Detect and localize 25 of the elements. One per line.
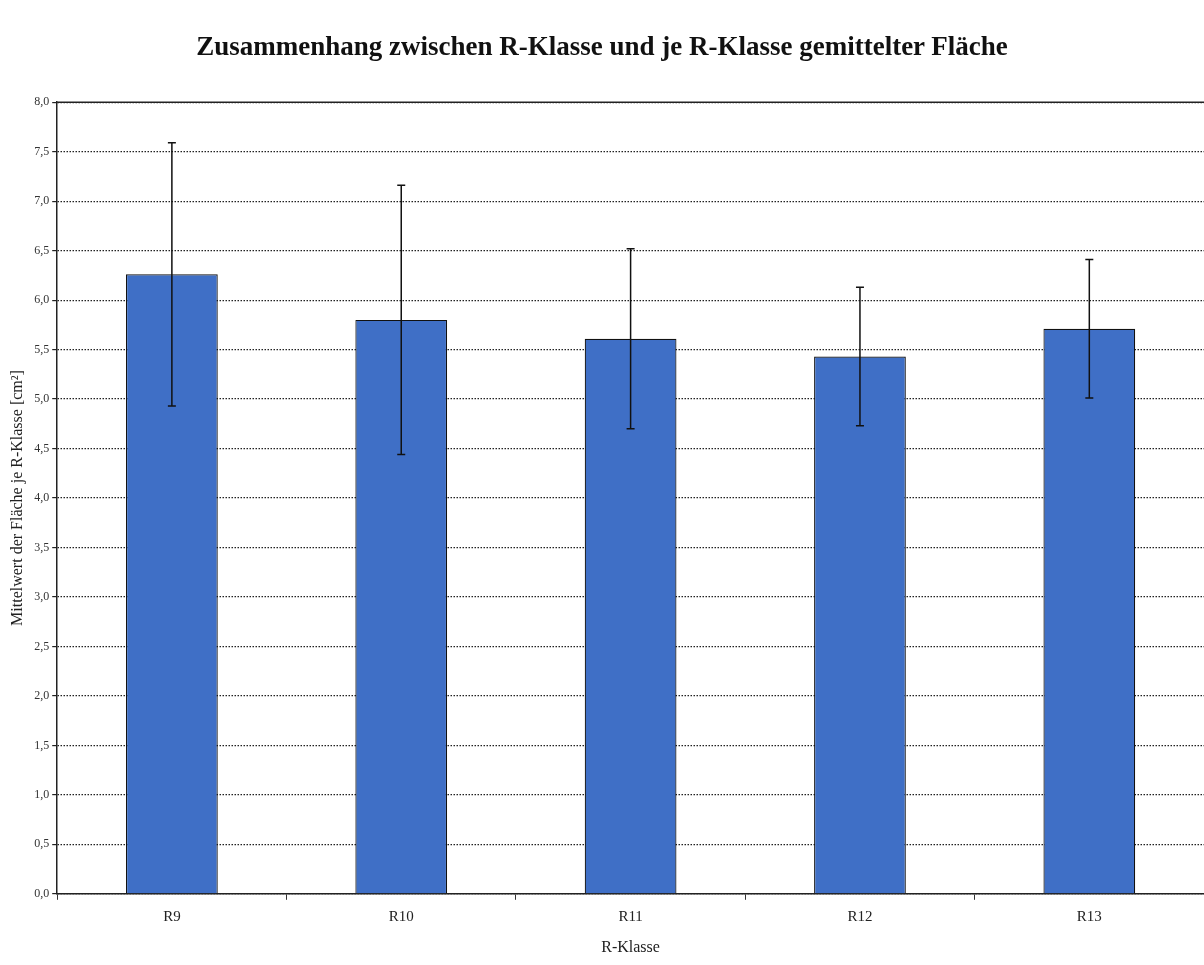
x-axis-title: R-Klasse — [601, 937, 660, 955]
y-tick-label: 1,5 — [34, 737, 50, 752]
y-tick-label: 1,0 — [34, 787, 50, 802]
y-tick-label: 6,5 — [34, 242, 50, 257]
y-tick-label: 7,0 — [34, 193, 50, 208]
x-tick-label: R9 — [163, 907, 181, 924]
y-tick-label: 4,5 — [34, 440, 50, 455]
y-tick-label: 5,5 — [34, 341, 50, 356]
y-tick-label: 2,0 — [34, 688, 50, 703]
chart-title: Zusammenhang zwischen R-Klasse und je R-Klasse gemittelter Fläche — [195, 30, 1009, 63]
y-tick-label: 3,5 — [34, 539, 50, 554]
y-tick-label: 5,0 — [34, 391, 50, 406]
x-tick-label: R11 — [618, 907, 643, 924]
y-tick-label: 7,5 — [34, 143, 50, 158]
x-tick-label: R12 — [847, 907, 873, 924]
y-tick-label: 6,0 — [34, 292, 50, 307]
x-tick-label: R10 — [388, 907, 414, 924]
y-tick-label: 0,5 — [34, 836, 50, 851]
y-axis-title: Mittelwert der Fläche je R-Klasse [cm²] — [7, 370, 26, 626]
y-tick-label: 8,0 — [34, 94, 50, 109]
y-tick-label: 2,5 — [34, 638, 50, 653]
y-tick-label: 4,0 — [34, 490, 50, 505]
y-tick-label: 3,0 — [34, 589, 50, 604]
y-tick-label: 0,0 — [34, 885, 50, 900]
x-tick-label: R13 — [1076, 907, 1102, 924]
